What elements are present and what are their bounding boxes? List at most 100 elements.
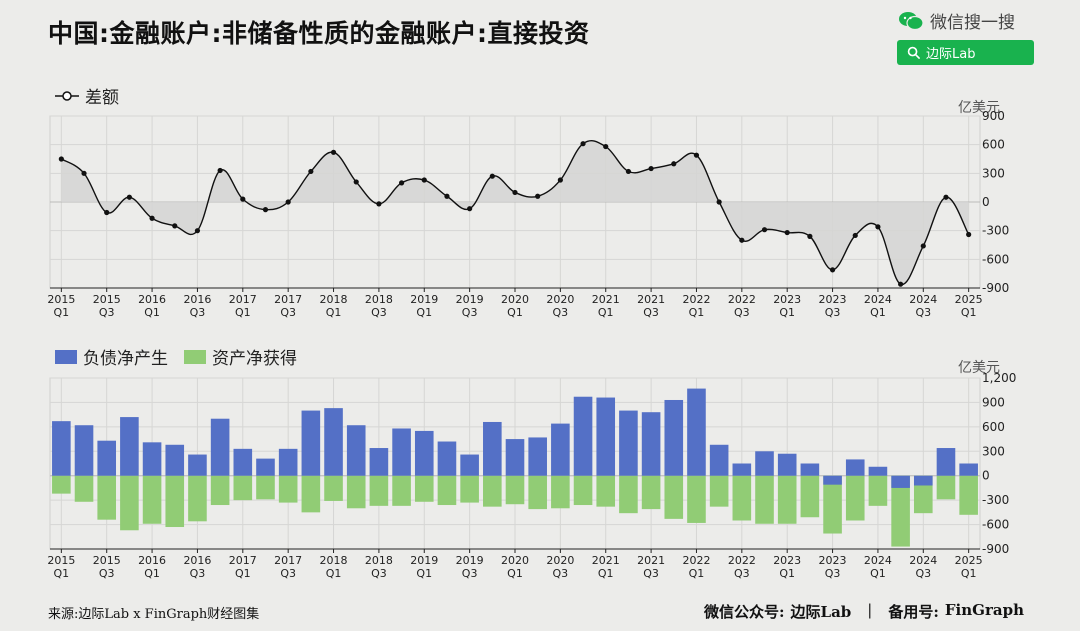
top-xtick-quarter: Q3 — [280, 306, 296, 319]
top-xtick-quarter: Q3 — [734, 306, 750, 319]
liab-bar — [619, 410, 638, 476]
liab-bar — [800, 463, 820, 476]
top-xtick-year: 2021 — [592, 293, 620, 306]
liab-bar — [369, 448, 389, 476]
top-xtick-year: 2019 — [410, 293, 438, 306]
bottom-xtick-quarter: Q1 — [598, 567, 614, 580]
balance-point — [784, 229, 790, 236]
balance-point — [943, 194, 949, 200]
balance-point — [875, 224, 881, 230]
search-query: 边际Lab — [926, 47, 976, 62]
bottom-xtick-quarter: Q1 — [326, 567, 342, 580]
asset-bar — [596, 475, 616, 507]
asset-bar — [256, 475, 275, 500]
top-xtick-year: 2015 — [47, 293, 75, 306]
top-ytick-label: 300 — [982, 166, 1005, 180]
asset-bar — [868, 475, 888, 506]
bottom-xtick-year: 2022 — [728, 554, 756, 567]
balance-point — [603, 143, 609, 150]
balance-point — [330, 149, 337, 155]
top-xtick-year: 2020 — [546, 293, 574, 306]
top-xtick-year: 2025 — [955, 293, 983, 306]
bottom-xtick-year: 2016 — [183, 554, 211, 567]
asset-bar — [936, 475, 956, 500]
bar-legend: 负债净产生 资产净获得 — [55, 344, 297, 369]
bottom-ytick-label: -900 — [982, 542, 1009, 556]
bottom-ytick-label: -300 — [982, 493, 1009, 507]
liab-bar — [392, 428, 411, 476]
bottom-xtick-quarter: Q3 — [371, 567, 387, 580]
top-ytick-label: 900 — [982, 109, 1005, 123]
balance-point — [739, 237, 745, 243]
bottom-xtick-quarter: Q3 — [825, 567, 841, 580]
top-xtick-quarter: Q1 — [689, 306, 705, 319]
liab-bar — [845, 459, 865, 476]
footer-separator: | — [867, 601, 873, 619]
footer-backup-label: 备用号: — [888, 603, 939, 621]
asset-bar — [709, 475, 729, 507]
balance-point — [149, 215, 155, 221]
top-ytick-label: -900 — [982, 281, 1009, 295]
balance-point — [240, 196, 246, 202]
liab-bar — [210, 418, 230, 476]
bottom-xtick-quarter: Q1 — [416, 567, 432, 580]
top-xtick-year: 2018 — [365, 293, 393, 306]
bottom-xtick-quarter: Q3 — [643, 567, 659, 580]
balance-point — [308, 168, 314, 175]
bottom-xtick-year: 2017 — [274, 554, 302, 567]
asset-bar — [755, 475, 774, 524]
bottom-xtick-year: 2023 — [773, 554, 801, 567]
bottom-ytick-label: 0 — [982, 469, 990, 483]
bottom-xtick-quarter: Q1 — [779, 567, 795, 580]
liab-bar — [732, 463, 752, 476]
line-legend-label: 差额 — [85, 88, 119, 108]
bottom-xtick-quarter: Q1 — [689, 567, 705, 580]
bottom-xtick-quarter: Q3 — [99, 567, 115, 580]
liab-bar — [414, 430, 434, 476]
top-xtick-year: 2017 — [229, 293, 257, 306]
balance-point — [671, 161, 677, 167]
line-legend: 差额 — [55, 83, 119, 108]
bottom-xtick-year: 2024 — [909, 554, 937, 567]
liab-bar — [188, 454, 207, 476]
search-button[interactable]: 边际Lab — [897, 40, 1034, 65]
top-xtick-quarter: Q3 — [99, 306, 115, 319]
asset-bar — [573, 475, 593, 506]
liab-bar — [664, 399, 684, 476]
top-ytick-label: -300 — [982, 224, 1009, 238]
bottom-xtick-year: 2023 — [819, 554, 847, 567]
liab-bar — [868, 466, 888, 476]
balance-point — [898, 281, 904, 287]
liab-bar — [505, 439, 525, 476]
top-xtick-quarter: Q1 — [779, 306, 795, 319]
top-unit-label: 亿美元 — [958, 100, 1000, 116]
asset-bar — [188, 475, 207, 522]
bottom-unit-label: 亿美元 — [958, 360, 1000, 376]
balance-point — [625, 168, 632, 175]
liab-bar — [936, 448, 956, 476]
asset-bar — [233, 475, 253, 501]
top-xtick-year: 2021 — [637, 293, 665, 306]
liab-bar — [551, 423, 570, 476]
asset-bar — [959, 475, 978, 515]
liab-bar — [687, 388, 706, 476]
bottom-ytick-label: -600 — [982, 518, 1009, 532]
bottom-xtick-quarter: Q1 — [144, 567, 160, 580]
top-xtick-quarter: Q1 — [416, 306, 432, 319]
asset-bar — [687, 475, 706, 523]
top-xtick-year: 2020 — [501, 293, 529, 306]
asset-bar — [551, 475, 570, 509]
balance-point — [285, 199, 291, 205]
balance-point — [693, 152, 700, 158]
top-xtick-quarter: Q1 — [870, 306, 886, 319]
liab-bar — [301, 410, 321, 476]
liab-bar — [74, 425, 94, 476]
asset-bar — [210, 475, 230, 506]
wechat-search-brand: 微信搜一搜 — [898, 8, 1015, 33]
top-xtick-quarter: Q3 — [553, 306, 569, 319]
bottom-xtick-year: 2018 — [320, 554, 348, 567]
balance-point — [761, 227, 768, 233]
liab-bar — [777, 453, 797, 476]
balance-point — [557, 177, 563, 183]
